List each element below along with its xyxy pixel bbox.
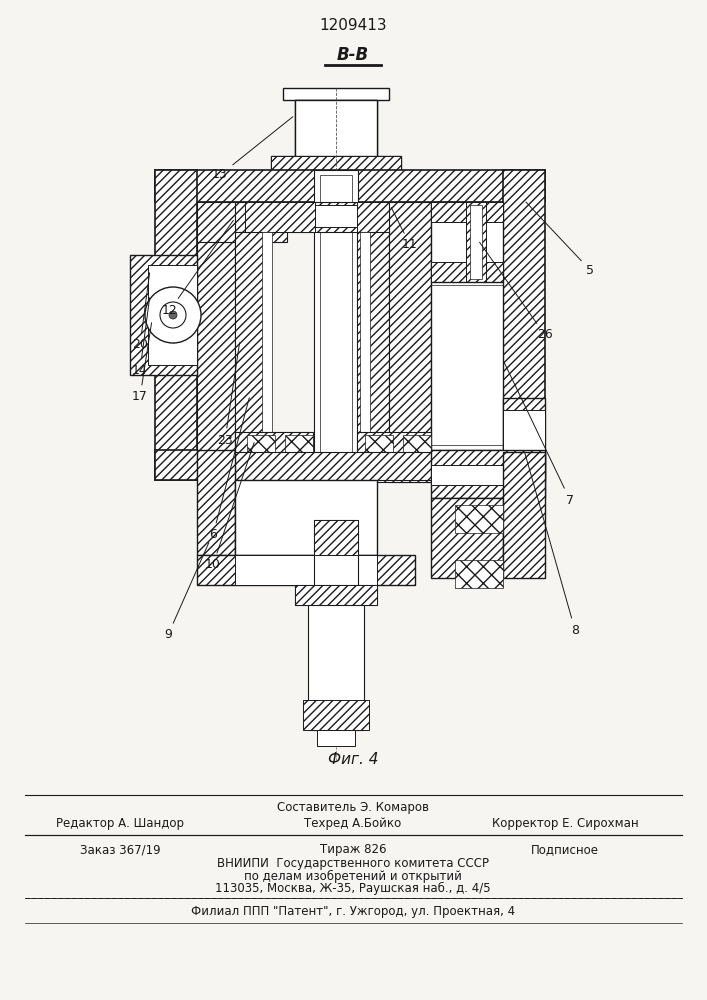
Bar <box>197 202 235 482</box>
Bar <box>455 505 503 533</box>
Text: Заказ 367/19: Заказ 367/19 <box>80 844 160 856</box>
Bar <box>320 175 352 685</box>
Text: Тираж 826: Тираж 826 <box>320 844 386 856</box>
Text: Корректор Е. Сирохман: Корректор Е. Сирохман <box>491 816 638 830</box>
Bar <box>314 520 358 555</box>
Bar <box>235 232 267 462</box>
Bar <box>245 202 315 232</box>
Bar <box>295 585 377 605</box>
Text: 5: 5 <box>526 202 594 276</box>
Text: 9: 9 <box>164 543 209 642</box>
Bar <box>403 435 431 463</box>
Bar <box>197 555 415 585</box>
Bar <box>148 265 197 365</box>
Bar <box>455 560 503 588</box>
Bar <box>431 202 503 222</box>
Text: ВНИИПИ  Государственного комитета СССР: ВНИИПИ Государственного комитета СССР <box>217 857 489 870</box>
Bar <box>365 435 393 463</box>
Bar <box>262 232 272 462</box>
Text: 8: 8 <box>525 453 579 637</box>
Bar <box>357 432 431 482</box>
Circle shape <box>169 311 177 319</box>
Bar <box>235 452 435 480</box>
Text: Филиал ППП "Патент", г. Ужгород, ул. Проектная, 4: Филиал ППП "Патент", г. Ужгород, ул. Про… <box>191 906 515 918</box>
Bar <box>317 730 355 746</box>
Text: Подписное: Подписное <box>531 844 599 856</box>
Bar <box>271 156 401 170</box>
Bar <box>197 202 287 242</box>
Bar <box>431 450 545 498</box>
Text: 13: 13 <box>212 117 293 182</box>
Bar <box>235 202 405 232</box>
Bar <box>357 232 389 462</box>
Bar <box>247 435 275 463</box>
Text: 12: 12 <box>162 220 233 316</box>
Bar <box>431 202 503 282</box>
Text: Техред А.Бойко: Техред А.Бойко <box>305 816 402 830</box>
Bar <box>235 432 313 482</box>
Text: 7: 7 <box>504 363 574 506</box>
Text: 23: 23 <box>217 343 240 446</box>
Bar <box>295 100 377 158</box>
Bar <box>431 262 503 282</box>
Bar <box>314 695 358 730</box>
Text: Составитель Э. Комаров: Составитель Э. Комаров <box>277 802 429 814</box>
Text: по делам изобретений и открытий: по делам изобретений и открытий <box>244 869 462 883</box>
Text: 26: 26 <box>479 242 553 342</box>
Bar <box>155 450 545 480</box>
Text: 14: 14 <box>132 298 150 376</box>
Text: 6: 6 <box>209 398 250 542</box>
Bar <box>357 202 405 232</box>
Bar <box>271 156 401 170</box>
Bar <box>295 100 377 156</box>
Bar <box>235 210 251 235</box>
Bar <box>431 498 503 578</box>
Bar <box>285 435 313 463</box>
Bar <box>314 520 358 730</box>
Bar <box>235 480 377 555</box>
Bar <box>360 232 370 462</box>
Text: 17: 17 <box>132 323 151 403</box>
Text: 1209413: 1209413 <box>319 17 387 32</box>
Bar <box>431 282 503 450</box>
Bar <box>503 452 545 578</box>
Text: 20: 20 <box>132 273 150 352</box>
Bar <box>197 450 235 555</box>
Bar <box>283 88 389 100</box>
Text: Фиг. 4: Фиг. 4 <box>328 752 378 768</box>
Circle shape <box>145 287 201 343</box>
Bar <box>389 202 431 482</box>
Text: Редактор А. Шандор: Редактор А. Шандор <box>56 816 184 830</box>
Bar <box>503 170 545 440</box>
Bar <box>503 398 545 480</box>
Text: 113035, Москва, Ж-35, Раушская наб., д. 4/5: 113035, Москва, Ж-35, Раушская наб., д. … <box>215 881 491 895</box>
Bar <box>295 205 377 227</box>
Bar <box>503 410 545 470</box>
Circle shape <box>160 302 186 328</box>
Bar <box>466 202 486 282</box>
Text: B-B: B-B <box>337 46 369 64</box>
Bar <box>235 555 377 585</box>
Bar <box>130 255 197 375</box>
Text: 10: 10 <box>205 443 254 572</box>
Bar <box>155 170 197 480</box>
Text: 11: 11 <box>391 207 418 251</box>
Bar <box>155 170 545 202</box>
Bar <box>303 700 369 730</box>
Bar <box>314 170 358 690</box>
Bar <box>470 205 482 279</box>
Bar <box>431 465 545 485</box>
Bar <box>295 585 377 605</box>
Bar <box>308 605 364 730</box>
